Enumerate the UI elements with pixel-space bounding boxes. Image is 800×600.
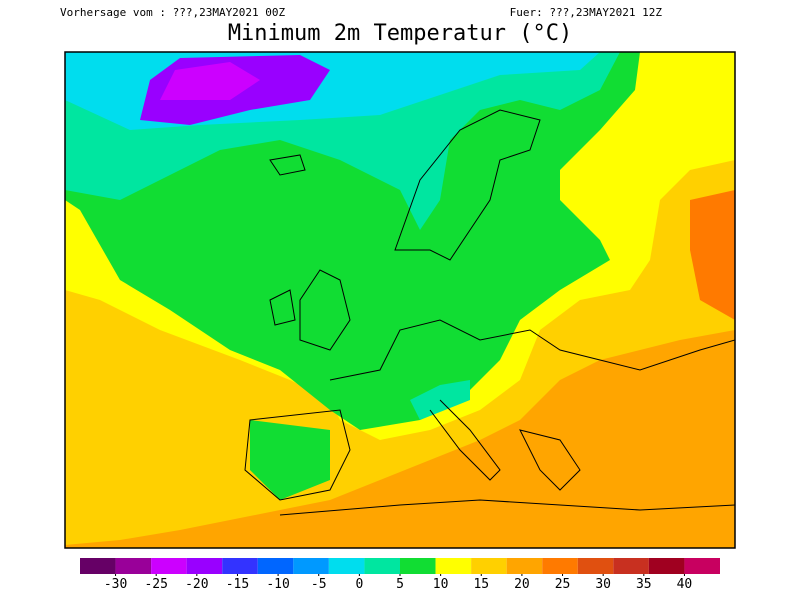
- color-box: [115, 558, 152, 574]
- tick-label: 35: [636, 577, 652, 592]
- tick-label: 40: [677, 577, 693, 592]
- tick-label: 5: [396, 577, 404, 592]
- color-box: [222, 558, 258, 574]
- color-box: [400, 558, 436, 574]
- tick-label: -25: [144, 577, 167, 592]
- tick-label: 10: [433, 577, 449, 592]
- tick-label: -15: [226, 577, 249, 592]
- tick-label: 15: [473, 577, 489, 592]
- tick-label: -20: [185, 577, 208, 592]
- color-box: [613, 558, 649, 574]
- color-box: [506, 558, 543, 574]
- map: [64, 51, 736, 549]
- color-box: [80, 558, 116, 574]
- color-box: [186, 558, 223, 574]
- tick-label: 20: [514, 577, 530, 592]
- tick-label: -30: [104, 577, 127, 592]
- field-magenta: [160, 62, 260, 100]
- color-box: [435, 558, 472, 574]
- map-frame: [64, 51, 736, 549]
- tick-label: 25: [555, 577, 571, 592]
- color-box: [257, 558, 294, 574]
- color-box: [293, 558, 329, 574]
- tick-label: -10: [266, 577, 289, 592]
- field-iberia: [250, 420, 330, 500]
- coastlines: [244, 109, 735, 516]
- run-time: Vorhersage vom : ???,23MAY2021 00Z: [60, 6, 286, 19]
- color-box: [328, 558, 365, 574]
- color-box: [684, 558, 720, 574]
- valid-time: Fuer: ???,23MAY2021 12Z: [510, 6, 663, 19]
- tick-label: 30: [595, 577, 611, 592]
- field-hot: [690, 190, 735, 320]
- color-box: [151, 558, 187, 574]
- color-box: [542, 558, 578, 574]
- color-box: [648, 558, 685, 574]
- color-box: [364, 558, 400, 574]
- color-box: [471, 558, 507, 574]
- color-box: [577, 558, 614, 574]
- tick-label: -5: [311, 577, 327, 592]
- map-title: Minimum 2m Temperatur (°C): [228, 21, 572, 46]
- tick-label: 0: [355, 577, 363, 592]
- colorbar: -30 -25 -20 -15 -10 -5 0 5 10 15 20 25 30 35 40: [80, 558, 720, 592]
